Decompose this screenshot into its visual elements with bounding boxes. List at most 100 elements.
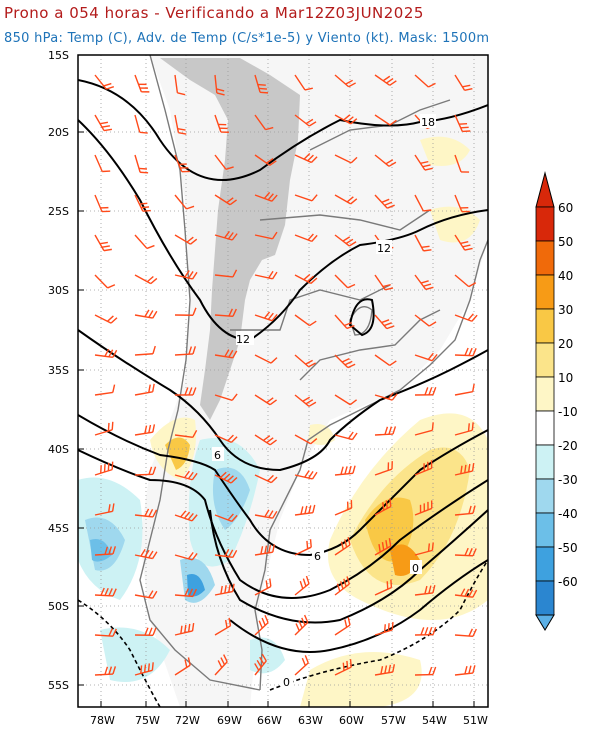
wind-barb-flag [217, 660, 223, 668]
wind-barb-flag [272, 510, 278, 519]
wind-barb-shaft [94, 553, 114, 556]
wind-barb-shaft [174, 74, 179, 93]
wind-barb-flag [232, 308, 237, 317]
wind-barb-flag [232, 350, 238, 359]
wind-barb-shaft [454, 354, 474, 357]
wind-barb-shaft [94, 154, 103, 172]
lat-label-25s: 25S [48, 205, 69, 218]
wind-barb-shaft [454, 234, 466, 251]
wind-barb-flag [464, 347, 469, 356]
wind-barb-flag [345, 79, 353, 85]
wind-barb-flag [224, 585, 227, 594]
wind-barb-shaft [94, 429, 113, 436]
wind-barb-shaft [214, 554, 233, 559]
wind-barb-flag [103, 128, 113, 132]
wind-barb-flag [471, 314, 478, 322]
wind-barb-flag [227, 232, 234, 240]
wind-barb-flag [464, 247, 473, 251]
wind-barb-flag [261, 617, 266, 626]
wind-barb-flag [385, 159, 394, 165]
wind-barb-shaft [374, 194, 388, 209]
wind-barb-shaft [294, 234, 313, 243]
wind-barb-flag [423, 209, 432, 212]
wind-barb-flag [423, 249, 432, 252]
wind-barb-shaft [294, 546, 312, 556]
colorbar-bottom-triangle [535, 614, 555, 631]
wind-barb-flag [144, 549, 150, 558]
wind-barb-shaft [414, 354, 433, 362]
wind-barb-flag [389, 360, 397, 366]
wind-barb-shaft [94, 468, 113, 476]
wind-barb-flag [342, 236, 351, 242]
wind-barb-shaft [254, 514, 273, 519]
wind-barb-shaft [334, 472, 353, 476]
wind-barb-flag [103, 248, 112, 252]
wind-barb-flag [187, 512, 194, 521]
wind-barb-flag [336, 583, 341, 592]
wind-barb-shaft [334, 234, 350, 247]
wind-barb-flag [227, 475, 234, 482]
lon-label-69w: 69W [217, 714, 242, 727]
wind-barb-flag [386, 77, 394, 84]
wind-barb-flag [424, 167, 433, 171]
wind-barb-flag [144, 508, 150, 517]
colorbar-label-20: 20 [558, 337, 573, 351]
wind-barb-flag [271, 314, 278, 322]
lat-label-20s: 20S [48, 126, 69, 139]
wind-barb-flag [389, 498, 392, 507]
wind-barb-flag [345, 238, 354, 245]
wind-barb-flag [305, 399, 314, 405]
wind-barb-flag [423, 283, 432, 287]
wind-barb-shaft [94, 354, 113, 358]
wind-barb-flag [191, 472, 198, 481]
wind-barb-flag [186, 236, 194, 243]
wind-barb-shaft [454, 512, 473, 516]
wind-barb-shaft [134, 554, 153, 560]
wind-barb-shaft [254, 434, 271, 446]
wind-barb-flag [108, 546, 113, 555]
wind-barb-flag [261, 653, 267, 662]
wind-barb-flag [428, 321, 437, 327]
colorbar-segment-30 [535, 308, 555, 344]
wind-barb-flag [152, 383, 155, 392]
wind-barb-shaft [214, 274, 233, 278]
wind-barb-flag [258, 620, 263, 629]
wind-barb-flag [104, 587, 109, 596]
wind-barb-shaft [294, 74, 306, 91]
wind-barb-shaft [334, 624, 351, 636]
wind-barb-shaft [254, 551, 273, 556]
wind-barb-flag [148, 509, 154, 517]
colorbar-label-m60: -60 [558, 575, 578, 589]
wind-barb-flag [341, 357, 350, 363]
wind-barb-flag [108, 504, 111, 513]
wind-barb-flag [152, 627, 157, 636]
wind-barb-flag [268, 544, 272, 553]
wind-barb-shaft [294, 621, 309, 636]
wind-barb-shaft [454, 74, 466, 91]
wind-barb-flag [308, 362, 316, 368]
wind-barb-shaft [94, 673, 114, 676]
wind-barb-shaft [334, 354, 349, 369]
lat-lon-grid [78, 55, 488, 707]
wind-barb-flag [272, 271, 278, 280]
wind-barb-flag [343, 578, 347, 587]
wind-barb-flag [472, 589, 478, 598]
wind-barb-flag [347, 617, 351, 626]
wind-barb-flag [151, 662, 154, 671]
wind-barb-shaft [294, 662, 309, 676]
lat-label-30s: 30S [48, 284, 69, 297]
wind-barb-flag [392, 664, 396, 673]
wind-barb-shaft [374, 671, 393, 676]
wind-barb-flag [432, 585, 436, 594]
wind-barb-flag [388, 664, 392, 673]
wind-barb-flag [140, 665, 143, 674]
wind-barb-shaft [94, 114, 105, 131]
wind-barb-flag [427, 352, 434, 360]
wind-barb-flag [421, 245, 430, 249]
wind-barb-flag [428, 666, 433, 675]
wind-barb-shaft [374, 586, 392, 596]
wind-barb-flag [152, 590, 158, 599]
lon-label-63w: 63W [298, 714, 323, 727]
wind-barb-flag [464, 547, 469, 556]
wind-barb-flag [427, 543, 431, 552]
